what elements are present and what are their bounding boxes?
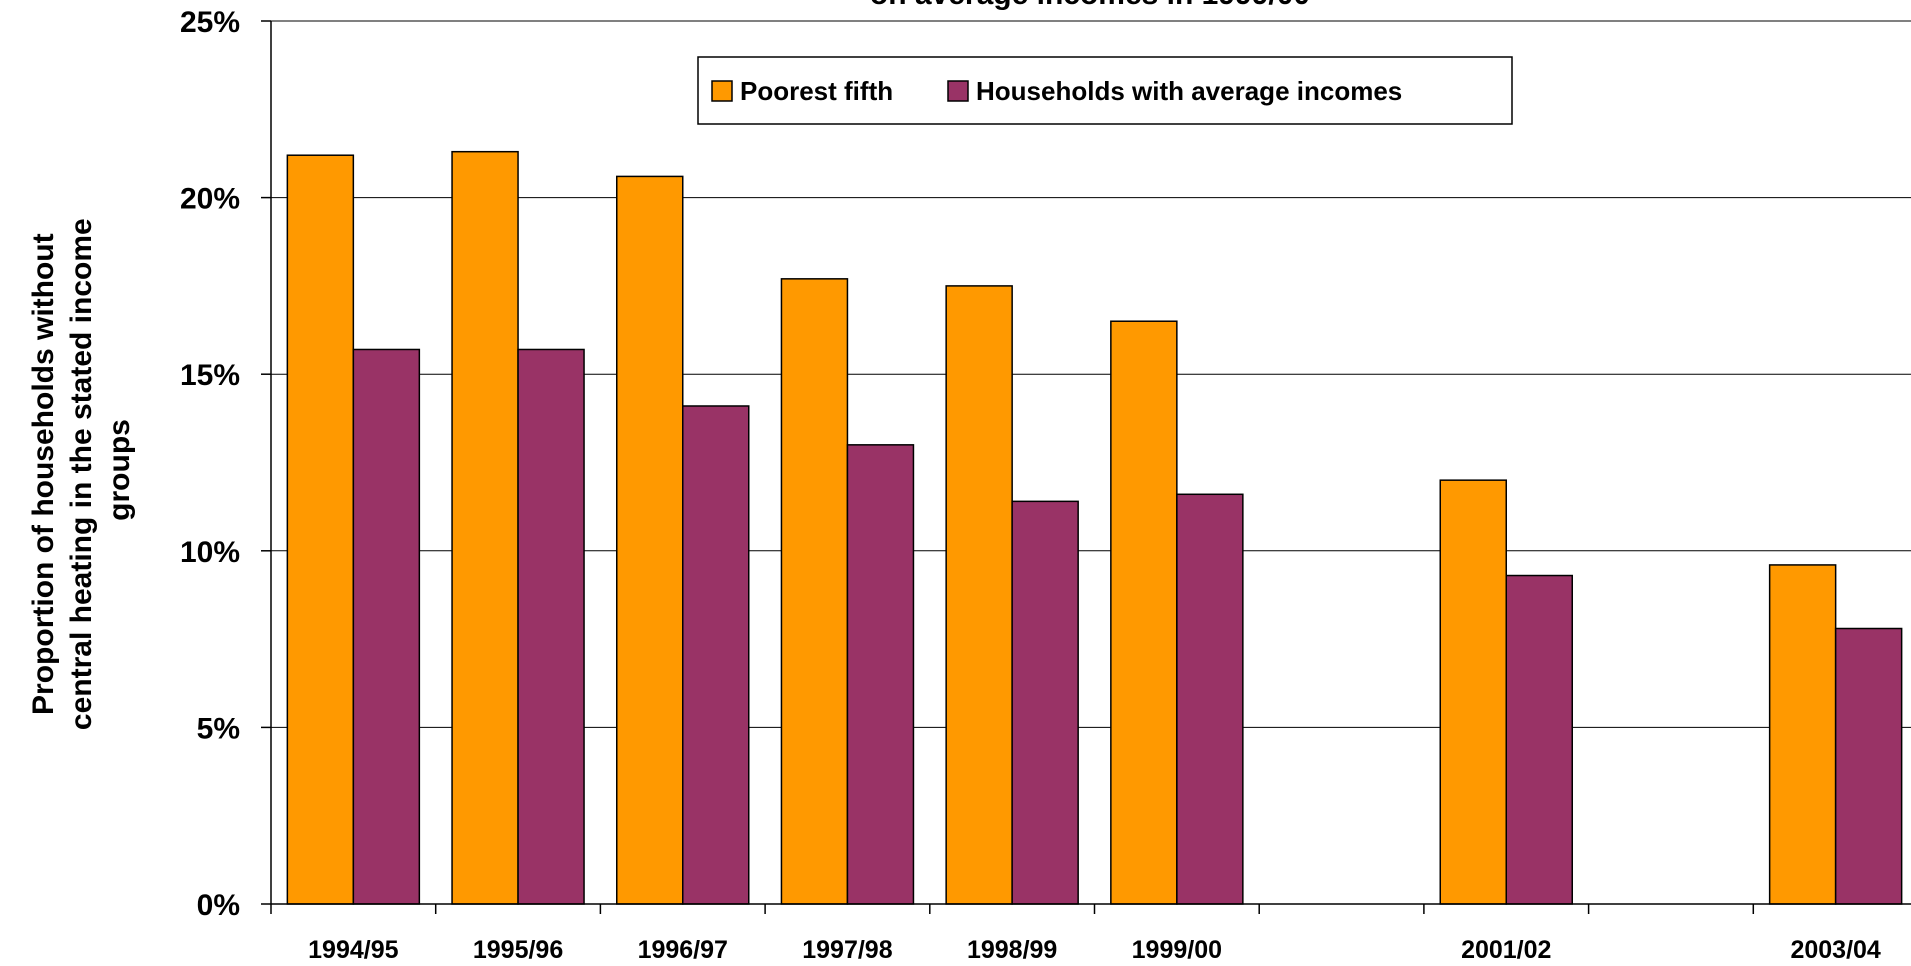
bar-poorest-fifth bbox=[1110, 320, 1178, 905]
x-category-label: 2003/04 bbox=[1790, 936, 1880, 964]
legend-label-average-incomes: Households with average incomes bbox=[976, 76, 1402, 106]
bar-average-incomes bbox=[1176, 493, 1244, 905]
bars bbox=[286, 150, 1903, 905]
y-tick-labels: 0% 5% 10% 15% 20% 25% bbox=[180, 6, 271, 922]
chart-title: on average incomes in 1999/00 bbox=[870, 0, 1310, 11]
y-tick-label: 0% bbox=[197, 889, 240, 922]
x-category-label: 1996/97 bbox=[638, 936, 728, 964]
x-category-label: 1999/00 bbox=[1132, 936, 1222, 964]
x-category-label: 2001/02 bbox=[1461, 936, 1551, 964]
bar-average-incomes bbox=[846, 444, 915, 905]
legend-swatch-average-incomes bbox=[947, 80, 969, 102]
bar-average-incomes bbox=[517, 348, 585, 905]
bar-average-incomes bbox=[682, 405, 750, 905]
bar-poorest-fifth bbox=[286, 154, 355, 905]
y-axis-title-line-3: groups bbox=[103, 419, 136, 521]
axes bbox=[270, 21, 1911, 914]
legend-label-poorest-fifth: Poorest fifth bbox=[740, 76, 893, 106]
bar-average-incomes bbox=[1505, 574, 1573, 905]
x-category-label: 1998/99 bbox=[967, 936, 1057, 964]
y-tick-label: 25% bbox=[180, 6, 240, 39]
bar-average-incomes bbox=[1011, 500, 1079, 905]
x-category-label: 1995/96 bbox=[473, 936, 563, 964]
bar-poorest-fifth bbox=[451, 150, 519, 905]
legend: Poorest fifth Households with average in… bbox=[697, 56, 1513, 125]
bar-average-incomes bbox=[352, 348, 421, 905]
bar-poorest-fifth bbox=[1439, 479, 1507, 905]
bar-poorest-fifth bbox=[945, 285, 1013, 905]
bar-poorest-fifth bbox=[1768, 564, 1837, 905]
x-category-label: 1994/95 bbox=[308, 936, 398, 964]
y-axis-title-line-1: Proportion of households without bbox=[27, 233, 60, 715]
legend-box bbox=[697, 56, 1513, 125]
y-tick-label: 20% bbox=[180, 183, 240, 216]
bar-poorest-fifth bbox=[616, 175, 684, 905]
y-tick-label: 10% bbox=[180, 536, 240, 569]
x-category-label: 1997/98 bbox=[802, 936, 892, 964]
y-tick-label: 15% bbox=[180, 359, 240, 392]
x-category-labels: 1994/95 1995/96 1996/97 1997/98 1998/99 1999/… bbox=[308, 936, 1881, 964]
bar-poorest-fifth bbox=[780, 278, 849, 905]
y-axis-title-line-2: central heating in the stated income bbox=[65, 218, 98, 730]
y-axis-title: Proportion of households without central… bbox=[27, 210, 136, 730]
bar-average-incomes bbox=[1834, 627, 1903, 905]
legend-swatch-poorest-fifth bbox=[711, 80, 733, 102]
y-tick-label: 5% bbox=[197, 712, 240, 745]
